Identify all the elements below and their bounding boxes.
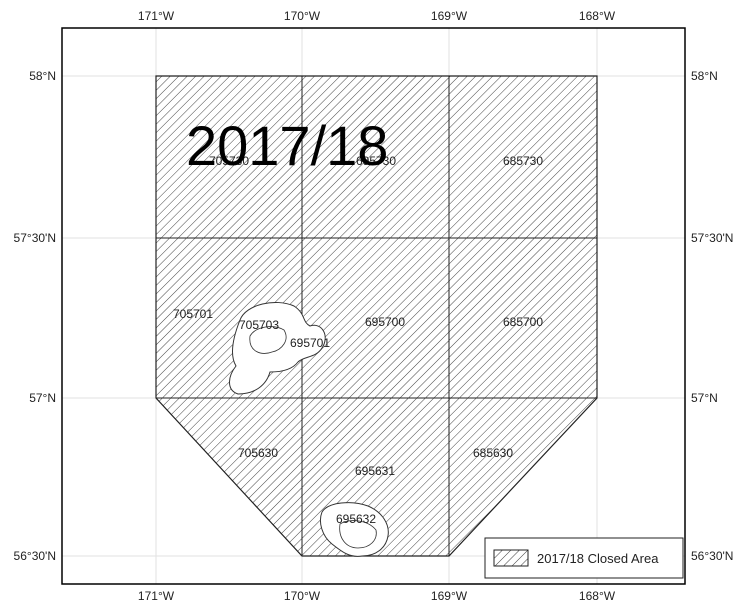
lon-tick-171w-bottom: 171°W (138, 589, 175, 603)
legend-swatch (493, 549, 529, 567)
lat-tick-57n-right: 57°N (691, 391, 718, 405)
cell-label-705701: 705701 (173, 307, 213, 321)
cell-label-705703: 705703 (239, 318, 279, 332)
lon-tick-171w-top: 171°W (138, 9, 175, 23)
lat-tick-5730n-right: 57°30'N (691, 231, 733, 245)
lat-tick-5730n-left: 57°30'N (14, 231, 56, 245)
lon-tick-170w-top: 170°W (284, 9, 321, 23)
lat-tick-57n-left: 57°N (29, 391, 56, 405)
lon-tick-170w-bottom: 170°W (284, 589, 321, 603)
lon-tick-168w-top: 168°W (579, 9, 616, 23)
cell-label-695631: 695631 (355, 464, 395, 478)
lon-tick-168w-bottom: 168°W (579, 589, 616, 603)
longitude-ticks-top: 171°W 170°W 169°W 168°W (138, 9, 616, 23)
lon-tick-169w-bottom: 169°W (431, 589, 468, 603)
legend-label: 2017/18 Closed Area (537, 551, 659, 566)
lat-tick-58n-right: 58°N (691, 69, 718, 83)
cell-label-685700: 685700 (503, 315, 543, 329)
year-label: 2017/18 (186, 114, 388, 177)
st-paul-island-inner (249, 326, 287, 354)
lon-tick-169w-top: 169°W (431, 9, 468, 23)
cell-label-695700: 695700 (365, 315, 405, 329)
cell-label-685630: 685630 (473, 446, 513, 460)
cell-label-695730: 695730 (356, 154, 396, 168)
cell-label-695701: 695701 (290, 336, 330, 350)
latitude-ticks-right: 58°N 57°30'N 57°N 56°30'N (691, 69, 733, 563)
latitude-ticks-left: 58°N 57°30'N 57°N 56°30'N (14, 69, 56, 563)
cell-label-705630: 705630 (238, 446, 278, 460)
longitude-ticks-bottom: 171°W 170°W 169°W 168°W (138, 589, 616, 603)
cell-label-695632: 695632 (336, 512, 376, 526)
lat-tick-5630n-right: 56°30'N (691, 549, 733, 563)
legend: 2017/18 Closed Area (484, 537, 684, 579)
cell-label-705730: 705730 (209, 154, 249, 168)
lat-tick-58n-left: 58°N (29, 69, 56, 83)
lat-tick-5630n-left: 56°30'N (14, 549, 56, 563)
map-frame (61, 27, 686, 585)
cell-label-685730: 685730 (503, 154, 543, 168)
cell-labels: 705730 695730 685730 705701 705703 69570… (173, 154, 543, 526)
st-george-island-inner (339, 520, 377, 549)
